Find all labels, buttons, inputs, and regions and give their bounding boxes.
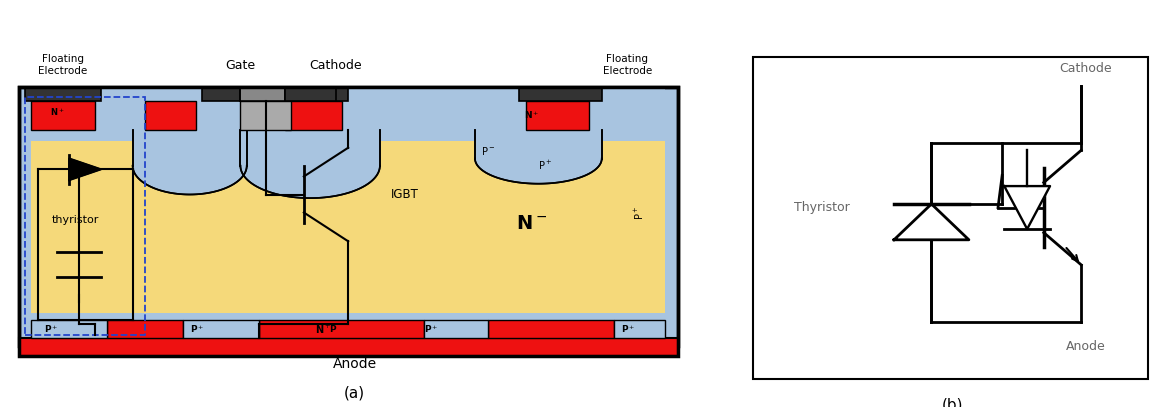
Ellipse shape: [132, 137, 247, 195]
Text: Cathode: Cathode: [1059, 62, 1112, 75]
Text: Gate: Gate: [225, 59, 255, 72]
Text: Thyristor: Thyristor: [795, 201, 850, 214]
Bar: [614, 320, 666, 339]
Ellipse shape: [240, 133, 380, 198]
Bar: [108, 320, 183, 339]
Bar: [132, 130, 247, 166]
Bar: [488, 320, 614, 339]
Ellipse shape: [240, 133, 380, 198]
Text: P$^-$: P$^-$: [481, 145, 495, 158]
Bar: [32, 87, 666, 140]
Bar: [285, 87, 348, 101]
Text: (a): (a): [343, 385, 366, 400]
Bar: [25, 97, 145, 335]
Ellipse shape: [132, 137, 247, 195]
Bar: [424, 320, 488, 339]
Bar: [32, 87, 666, 130]
Bar: [32, 320, 108, 339]
Text: P$^+$: P$^+$: [43, 324, 59, 335]
Bar: [32, 313, 666, 339]
Text: N$^-$: N$^-$: [517, 214, 547, 233]
Bar: [240, 87, 285, 101]
Bar: [32, 130, 666, 313]
Polygon shape: [1004, 186, 1050, 229]
Text: P$^+$: P$^+$: [633, 206, 646, 219]
Bar: [475, 130, 601, 158]
Text: N$^+$: N$^+$: [524, 109, 540, 121]
Text: P: P: [329, 325, 336, 334]
Bar: [526, 101, 590, 130]
Text: Floating
Electrode: Floating Electrode: [602, 54, 652, 76]
Text: P$^+$: P$^+$: [190, 324, 204, 335]
Bar: [132, 130, 247, 166]
Text: N$^+$: N$^+$: [314, 323, 331, 336]
Bar: [285, 101, 342, 130]
Bar: [145, 101, 196, 130]
Text: thyristor: thyristor: [52, 215, 100, 225]
Bar: [19, 87, 677, 357]
Bar: [19, 339, 677, 357]
Text: N$^+$: N$^+$: [50, 106, 64, 118]
Ellipse shape: [475, 133, 601, 184]
Bar: [519, 87, 601, 101]
Polygon shape: [894, 204, 969, 240]
Bar: [32, 101, 95, 130]
Bar: [19, 87, 677, 346]
Bar: [240, 130, 380, 166]
Text: Anode: Anode: [333, 357, 376, 371]
Bar: [32, 133, 666, 339]
Text: (b): (b): [941, 397, 963, 407]
Bar: [475, 130, 601, 158]
Bar: [25, 87, 101, 101]
Text: Floating
Electrode: Floating Electrode: [39, 54, 88, 76]
Bar: [183, 320, 259, 339]
Polygon shape: [69, 158, 101, 180]
Text: P$^+$: P$^+$: [538, 159, 552, 172]
Text: P$^+$: P$^+$: [621, 324, 635, 335]
Bar: [259, 320, 424, 339]
Bar: [240, 101, 291, 130]
Text: P$^+$: P$^+$: [424, 324, 438, 335]
Text: Anode: Anode: [1065, 340, 1105, 353]
Text: Cathode: Cathode: [309, 59, 362, 72]
Bar: [240, 130, 380, 166]
Bar: [203, 87, 279, 101]
Ellipse shape: [475, 133, 601, 184]
Text: IGBT: IGBT: [391, 188, 420, 201]
